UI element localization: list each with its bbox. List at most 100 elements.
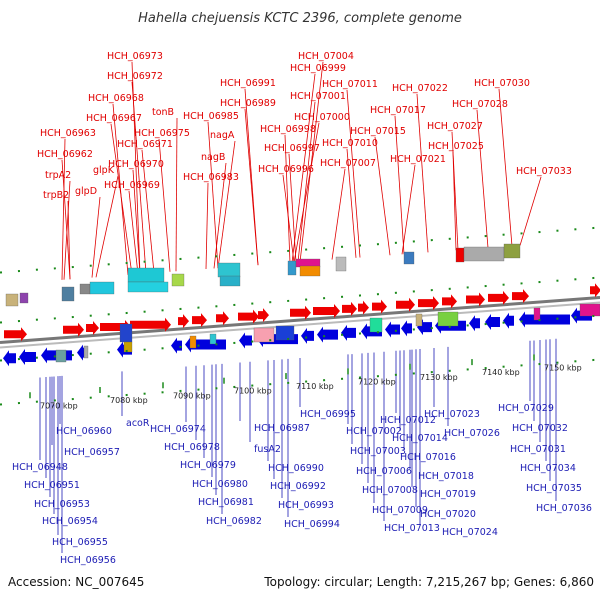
- gene-label-forward-14: trpB2: [43, 190, 69, 201]
- gene-label-reverse-38: HCH_07032: [512, 423, 568, 434]
- forward-leader-13: [91, 196, 101, 278]
- forward-leader-25: [293, 122, 320, 263]
- feature-block-19: [275, 325, 295, 341]
- reverse-gene-1: [19, 349, 36, 365]
- gene-label-forward-28: HCH_06997: [264, 143, 320, 154]
- gene-label-forward-23: HCH_07001: [290, 91, 346, 102]
- forward-leader-9: [132, 169, 141, 275]
- forward-leader-10: [95, 175, 119, 278]
- forward-leader-8: [61, 159, 71, 280]
- reverse-gene-10: [317, 326, 338, 343]
- gene-label-reverse-35: HCH_07026: [444, 428, 500, 439]
- summary-text: Topology: circular; Length: 7,215,267 bp…: [263, 575, 594, 589]
- forward-gene-7: [216, 311, 229, 326]
- forward-leader-31: [416, 93, 429, 253]
- scale-tick-label-2: 7090 kbp: [173, 391, 211, 400]
- reverse-gene-5: [171, 337, 182, 354]
- gene-label-reverse-9: HCH_06974: [150, 424, 206, 435]
- reverse-gene-19: [503, 312, 514, 329]
- gene-label-reverse-39: HCH_07031: [510, 444, 566, 455]
- gene-label-reverse-28: HCH_07014: [392, 433, 448, 444]
- gene-label-forward-35: HCH_07015: [350, 126, 406, 137]
- forward-gene-14: [372, 299, 387, 314]
- forward-leader-16: [217, 140, 236, 269]
- forward-leader-14: [67, 200, 71, 280]
- gene-label-forward-29: HCH_07007: [320, 158, 376, 169]
- gene-label-forward-17: nagB: [201, 152, 225, 163]
- reverse-gene-20: [519, 311, 570, 328]
- gene-label-forward-34: HCH_07028: [452, 99, 508, 110]
- reverse-gene-0: [3, 350, 16, 367]
- feature-block-6: [127, 281, 169, 293]
- gene-label-reverse-2: HCH_06957: [64, 447, 120, 458]
- gene-label-forward-30: HCH_06996: [258, 164, 314, 175]
- feature-block-8: [217, 262, 241, 278]
- gene-label-reverse-6: HCH_06954: [42, 516, 98, 527]
- gene-label-reverse-20: HCH_06994: [284, 519, 340, 530]
- forward-gene-21: [590, 283, 600, 298]
- forward-leader-5: [158, 138, 171, 272]
- backbone-line: [0, 296, 600, 344]
- feature-block-11: [295, 258, 321, 268]
- feature-block-0: [5, 293, 19, 307]
- forward-gene-15: [396, 297, 415, 312]
- gene-label-reverse-24: HCH_07006: [356, 466, 412, 477]
- feature-block-22: [189, 335, 197, 349]
- scale-ticks: 7070 kbp 7080 kbp 7090 kbp 7100 kbp 7110 kbp…: [0, 226, 600, 410]
- gene-label-forward-13: glpD: [75, 186, 97, 197]
- forward-gene-0: [4, 327, 27, 342]
- gene-label-forward-16: nagA: [210, 130, 235, 141]
- forward-leader-11: [63, 180, 71, 280]
- forward-leader-7: [61, 138, 66, 280]
- gene-label-forward-32: HCH_07030: [474, 78, 530, 89]
- gene-label-forward-36: HCH_07027: [427, 121, 483, 132]
- forward-leader-39: [519, 176, 542, 246]
- forward-leader-32: [498, 88, 513, 247]
- gene-label-forward-8: HCH_06962: [37, 149, 93, 160]
- gene-label-reverse-19: HCH_06993: [278, 500, 334, 511]
- gene-label-forward-7: HCH_06963: [40, 128, 96, 139]
- gene-label-reverse-31: HCH_07019: [420, 489, 476, 500]
- scale-tick-label-6: 7130 kbp: [420, 373, 458, 382]
- forward-gene-11: [313, 304, 340, 319]
- gene-label-reverse-34: HCH_07023: [424, 409, 480, 420]
- gene-label-reverse-37: HCH_07029: [498, 403, 554, 414]
- feature-block-12: [299, 265, 321, 277]
- feature-block-24: [369, 317, 383, 333]
- feature-block-4: [89, 281, 115, 295]
- gene-label-reverse-10: HCH_06978: [164, 442, 220, 453]
- gene-label-forward-9: HCH_06970: [108, 159, 164, 170]
- feature-block-30: [533, 307, 541, 321]
- gene-label-forward-21: HCH_07004: [298, 51, 354, 62]
- feature-block-2: [61, 286, 75, 302]
- reverse-gene-9: [301, 327, 314, 344]
- forward-gene-13: [358, 300, 369, 315]
- gene-label-forward-5: HCH_06975: [134, 128, 190, 139]
- forward-leader-36: [451, 131, 459, 251]
- forward-leader-34: [476, 109, 489, 248]
- forward-leader-28: [288, 153, 297, 263]
- forward-leader-17: [213, 162, 227, 269]
- gene-label-forward-0: HCH_06973: [107, 51, 163, 62]
- reverse-gene-14: [401, 320, 412, 337]
- gene-label-reverse-40: HCH_07034: [520, 463, 576, 474]
- gene-label-forward-25: HCH_07000: [294, 112, 350, 123]
- gene-label-forward-31: HCH_07022: [392, 83, 448, 94]
- scale-tick-label-8: 7150 kbp: [544, 363, 582, 372]
- feature-block-9: [219, 275, 241, 287]
- forward-gene-18: [466, 292, 485, 307]
- gene-label-forward-2: HCH_06968: [88, 93, 144, 104]
- forward-leader-4: [175, 117, 178, 272]
- scale-tick-label-0: 7070 kbp: [40, 401, 78, 410]
- gene-label-forward-10: glpK: [93, 165, 115, 176]
- forward-leader-15: [207, 121, 219, 269]
- gene-label-reverse-21: HCH_06995: [300, 409, 356, 420]
- gene-label-reverse-26: HCH_07009: [372, 505, 428, 516]
- feature-block-29: [579, 303, 600, 317]
- gene-label-reverse-12: HCH_06980: [192, 479, 248, 490]
- gene-label-reverse-27: HCH_07012: [380, 415, 436, 426]
- gene-label-reverse-23: HCH_07003: [350, 446, 406, 457]
- gene-label-reverse-14: HCH_06982: [206, 516, 262, 527]
- gene-label-forward-6: HCH_06971: [117, 139, 173, 150]
- gene-label-forward-4: tonB: [152, 107, 174, 118]
